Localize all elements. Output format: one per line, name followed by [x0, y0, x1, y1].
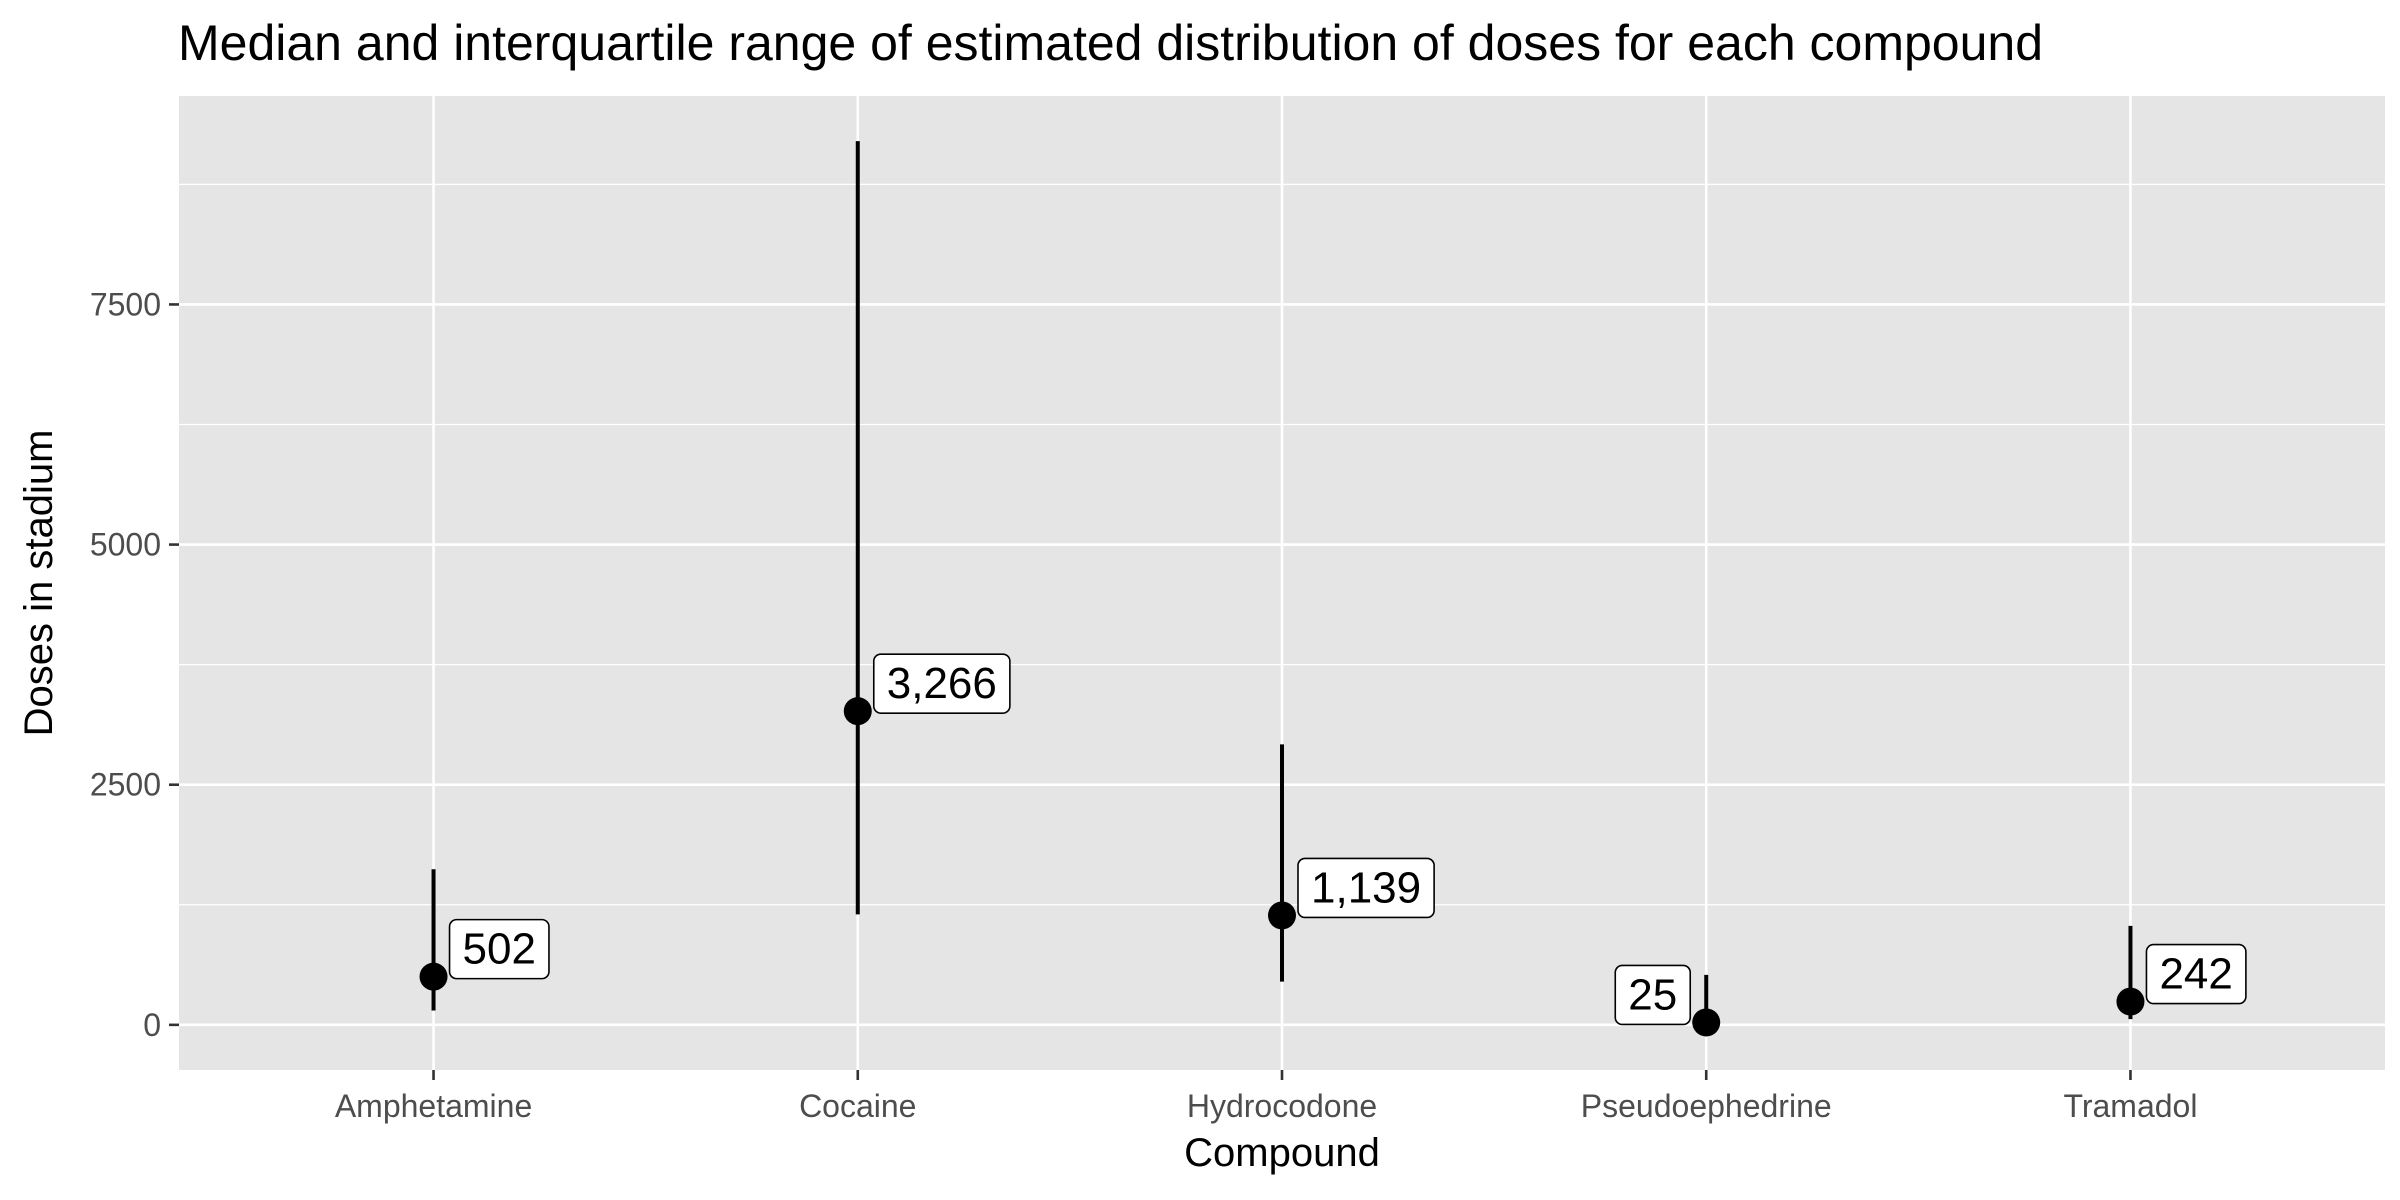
x-tick-label: Tramadol: [2063, 1088, 2197, 1124]
data-label-box: [1614, 964, 1692, 1026]
data-label-box: [872, 653, 1011, 714]
data-label-box: [2145, 943, 2247, 1005]
median-point: [1268, 901, 1296, 930]
y-tick-label: 5000: [90, 527, 161, 563]
x-tick-label: Hydrocodone: [1187, 1088, 1377, 1124]
y-axis-title: Doses in stadium: [17, 430, 61, 737]
median-point: [843, 697, 872, 726]
median-point: [419, 962, 448, 991]
y-tick-label: 7500: [90, 286, 161, 322]
x-tick-label: Pseudoephedrine: [1581, 1088, 1832, 1124]
data-label: 1,139: [1297, 857, 1435, 919]
data-label-text: 1,139: [1311, 863, 1421, 912]
data-label-box: [448, 918, 550, 980]
x-axis: Amphetamine Cocaine Hydrocodone Pseudoephed…: [335, 1070, 2197, 1124]
data-label-text: 3,266: [887, 659, 997, 708]
data-label-text: 242: [2159, 950, 2232, 999]
median-point: [1692, 1008, 1721, 1037]
y-tick-label: 0: [143, 1007, 161, 1043]
chart-title: Median and interquartile range of estima…: [178, 15, 2043, 71]
y-tick-label: 2500: [90, 767, 161, 803]
series: 502 3,266 1,139 25 242: [419, 141, 2247, 1037]
data-label: 242: [2145, 943, 2247, 1005]
x-axis-title: Compound: [1184, 1131, 1380, 1175]
data-label: 3,266: [872, 653, 1011, 714]
data-label-box: [1297, 857, 1435, 919]
x-tick-label: Cocaine: [799, 1088, 916, 1124]
data-label-text: 25: [1628, 970, 1677, 1019]
y-axis: 0 2500 5000 7500: [90, 286, 179, 1043]
data-label-text: 502: [463, 925, 536, 974]
median-point: [2116, 987, 2145, 1016]
x-tick-label: Amphetamine: [335, 1088, 532, 1124]
data-label: 25: [1614, 964, 1692, 1026]
data-label: 502: [448, 918, 550, 980]
